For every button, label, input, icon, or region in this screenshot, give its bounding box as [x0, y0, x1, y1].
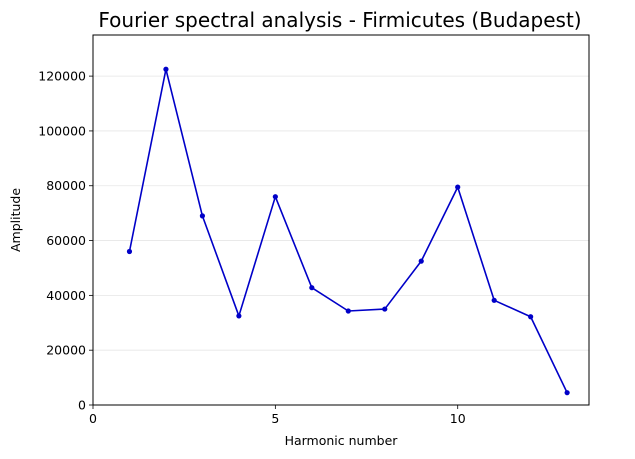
- data-point: [382, 306, 388, 312]
- y-tick-label: 40000: [46, 288, 86, 303]
- y-tick-label: 100000: [38, 123, 86, 138]
- x-tick-label: 10: [450, 411, 466, 426]
- data-point: [163, 66, 169, 72]
- data-point: [272, 194, 278, 200]
- y-axis-ticks: 0 20000 40000 60000 80000 100000 120000: [38, 69, 93, 413]
- y-tick-label: 60000: [46, 233, 86, 248]
- data-point: [236, 313, 242, 319]
- y-tick-label: 0: [78, 398, 86, 413]
- data-point: [455, 184, 461, 190]
- data-point: [345, 308, 351, 314]
- series-layer: [126, 66, 570, 396]
- data-point: [309, 285, 315, 291]
- data-point: [126, 248, 133, 255]
- data-point: [199, 213, 206, 219]
- y-axis-label: Amplitude: [8, 188, 23, 252]
- data-point: [491, 297, 497, 303]
- data-point: [528, 314, 534, 320]
- grid-lines: [93, 75, 589, 351]
- y-tick-label: 120000: [38, 69, 86, 84]
- x-tick-label: 0: [89, 411, 97, 426]
- x-axis-ticks: 0 5 10: [89, 405, 466, 426]
- series-line: [128, 68, 568, 394]
- y-tick-label: 20000: [46, 343, 86, 358]
- x-tick-label: 5: [271, 411, 279, 426]
- data-point: [418, 258, 424, 264]
- x-axis-label: Harmonic number: [285, 433, 399, 448]
- y-tick-label: 80000: [46, 178, 86, 193]
- data-point: [564, 390, 570, 396]
- chart-title: Fourier spectral analysis - Firmicutes (…: [98, 8, 581, 32]
- plot-frame: [92, 34, 590, 406]
